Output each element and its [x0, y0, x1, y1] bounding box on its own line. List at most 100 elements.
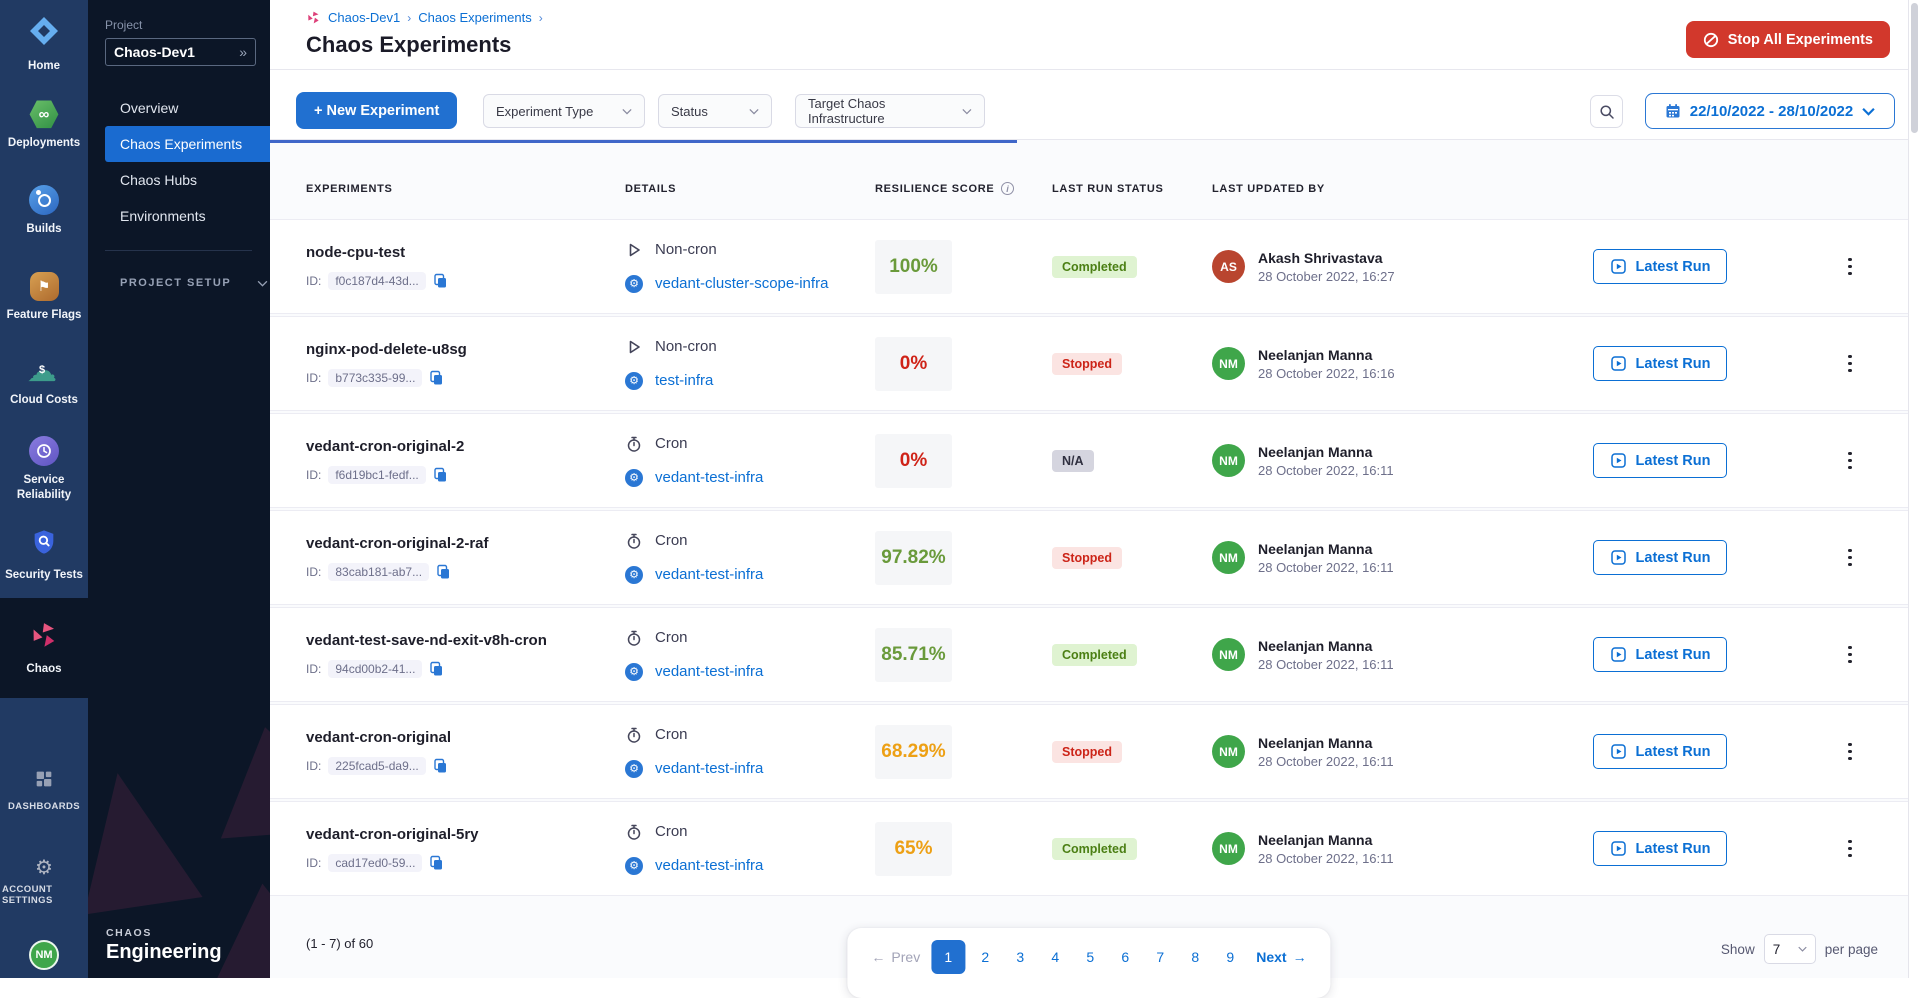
copy-icon[interactable]: [433, 758, 448, 774]
page-button-4[interactable]: 4: [1040, 940, 1070, 974]
rail-item-feature-flags[interactable]: ⚑ Feature Flags: [0, 254, 88, 340]
experiment-name[interactable]: vedant-cron-original-2-raf: [306, 535, 625, 552]
rail-item-cloud-costs[interactable]: ☁$ Cloud Costs: [0, 340, 88, 426]
infrastructure-link[interactable]: vedant-test-infra: [655, 857, 763, 874]
info-icon[interactable]: i: [1001, 182, 1014, 195]
experiment-name[interactable]: nginx-pod-delete-u8sg: [306, 341, 625, 358]
latest-run-button[interactable]: Latest Run: [1593, 540, 1727, 575]
copy-icon[interactable]: [429, 855, 444, 871]
page-header: Chaos-Dev1 › Chaos Experiments › Chaos E…: [270, 0, 1920, 70]
experiment-type-filter[interactable]: Experiment Type: [483, 94, 645, 128]
experiment-name[interactable]: vedant-cron-original-2: [306, 438, 625, 455]
infrastructure-link[interactable]: vedant-test-infra: [655, 566, 763, 583]
rail-item-builds[interactable]: Builds: [0, 168, 88, 254]
breadcrumb-separator: ›: [407, 11, 411, 25]
project-name: Chaos-Dev1: [114, 44, 195, 60]
experiment-id: 83cab181-ab7...: [328, 563, 429, 581]
rail-item-account-settings[interactable]: ⚙ ACCOUNT SETTINGS: [0, 848, 88, 916]
experiment-name[interactable]: vedant-test-save-nd-exit-v8h-cron: [306, 632, 625, 649]
rail-item-home[interactable]: Home: [0, 6, 88, 82]
rail-item-security-tests[interactable]: Security Tests: [0, 512, 88, 598]
next-page-button[interactable]: Next→: [1250, 940, 1312, 974]
page-button-8[interactable]: 8: [1180, 940, 1210, 974]
row-menu-kebab[interactable]: [1838, 351, 1862, 377]
page-button-1[interactable]: 1: [931, 940, 965, 974]
page-button-2[interactable]: 2: [970, 940, 1000, 974]
page-button-5[interactable]: 5: [1075, 940, 1105, 974]
experiment-name[interactable]: vedant-cron-original: [306, 729, 625, 746]
scrollbar-thumb[interactable]: [1911, 3, 1918, 133]
date-range-picker[interactable]: 22/10/2022 - 28/10/2022: [1645, 93, 1895, 129]
breadcrumb-separator: ›: [539, 11, 543, 25]
cron-stopwatch-icon: [625, 726, 643, 744]
row-menu-kebab[interactable]: [1838, 642, 1862, 668]
rail-item-service-reliability[interactable]: Service Reliability: [0, 426, 88, 512]
experiment-id: f0c187d4-43d...: [328, 272, 425, 290]
deployments-icon: ∞: [29, 99, 59, 129]
security-tests-icon: [30, 528, 58, 561]
latest-run-button[interactable]: Latest Run: [1593, 831, 1727, 866]
copy-icon[interactable]: [429, 370, 444, 386]
project-selector[interactable]: Chaos-Dev1 »: [105, 38, 256, 66]
target-infrastructure-filter[interactable]: Target Chaos Infrastructure: [795, 94, 985, 128]
row-menu-kebab[interactable]: [1838, 545, 1862, 571]
page-button-9[interactable]: 9: [1215, 940, 1245, 974]
resilience-score-box: 97.82%: [875, 531, 952, 585]
copy-icon[interactable]: [433, 273, 448, 289]
rail-item-chaos-selected[interactable]: Chaos: [0, 598, 88, 698]
project-setup-toggle[interactable]: PROJECT SETUP: [120, 277, 270, 289]
page-button-3[interactable]: 3: [1005, 940, 1035, 974]
stop-all-experiments-button[interactable]: Stop All Experiments: [1686, 21, 1890, 58]
cloud-costs-icon: ☁$: [27, 358, 61, 386]
vertical-scrollbar[interactable]: [1908, 0, 1920, 978]
infrastructure-link[interactable]: vedant-test-infra: [655, 469, 763, 486]
infrastructure-link[interactable]: vedant-cluster-scope-infra: [655, 275, 828, 292]
avatar: NM: [1212, 735, 1245, 768]
resilience-score: 0%: [900, 353, 927, 375]
page-size-control: Show 7 per page: [1721, 934, 1878, 964]
infrastructure-link[interactable]: vedant-test-infra: [655, 663, 763, 680]
column-last-run-status: LAST RUN STATUS: [1052, 183, 1212, 195]
subnav-item-chaos-hubs[interactable]: Chaos Hubs: [88, 162, 270, 198]
breadcrumb-page[interactable]: Chaos Experiments: [418, 10, 531, 25]
latest-run-button[interactable]: Latest Run: [1593, 443, 1727, 478]
main-content: Chaos-Dev1 › Chaos Experiments › Chaos E…: [270, 0, 1920, 978]
status-badge: Completed: [1052, 256, 1137, 278]
prev-page-button[interactable]: ←Prev: [865, 940, 926, 974]
latest-run-button[interactable]: Latest Run: [1593, 249, 1727, 284]
infrastructure-link[interactable]: test-infra: [655, 372, 713, 389]
divider: [105, 250, 252, 251]
copy-icon[interactable]: [433, 467, 448, 483]
page-button-7[interactable]: 7: [1145, 940, 1175, 974]
rail-item-deployments[interactable]: ∞ Deployments: [0, 82, 88, 168]
page-size-select[interactable]: 7: [1764, 934, 1816, 964]
subnav-item-overview[interactable]: Overview: [88, 90, 270, 126]
schedule-type: Cron: [655, 823, 688, 840]
subnav-item-environments[interactable]: Environments: [88, 198, 270, 234]
status-filter[interactable]: Status: [658, 94, 772, 128]
updated-date: 28 October 2022, 16:27: [1258, 269, 1395, 284]
chevron-down-icon: [749, 108, 759, 115]
copy-icon[interactable]: [436, 564, 451, 580]
new-experiment-button[interactable]: + New Experiment: [296, 92, 457, 129]
cron-stopwatch-icon: [625, 629, 643, 647]
row-menu-kebab[interactable]: [1838, 836, 1862, 862]
row-menu-kebab[interactable]: [1838, 739, 1862, 765]
latest-run-button[interactable]: Latest Run: [1593, 346, 1727, 381]
breadcrumb-project[interactable]: Chaos-Dev1: [328, 10, 400, 25]
experiment-name[interactable]: vedant-cron-original-5ry: [306, 826, 625, 843]
rail-item-dashboards[interactable]: DASHBOARDS: [6, 758, 82, 822]
user-avatar[interactable]: NM: [29, 940, 59, 970]
infrastructure-link[interactable]: vedant-test-infra: [655, 760, 763, 777]
expand-chevrons-icon[interactable]: »: [239, 44, 247, 60]
row-menu-kebab[interactable]: [1838, 448, 1862, 474]
page-button-6[interactable]: 6: [1110, 940, 1140, 974]
latest-run-button[interactable]: Latest Run: [1593, 734, 1727, 769]
row-menu-kebab[interactable]: [1838, 254, 1862, 280]
latest-run-button[interactable]: Latest Run: [1593, 637, 1727, 672]
experiment-name[interactable]: node-cpu-test: [306, 244, 625, 261]
subnav-item-chaos-experiments[interactable]: Chaos Experiments: [105, 126, 270, 162]
copy-icon[interactable]: [429, 661, 444, 677]
avatar: NM: [1212, 444, 1245, 477]
search-button[interactable]: [1590, 95, 1623, 128]
